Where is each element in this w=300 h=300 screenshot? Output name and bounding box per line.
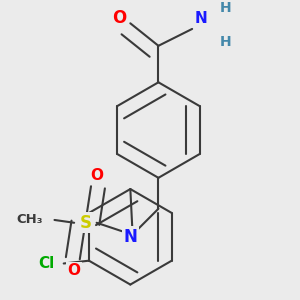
Text: Cl: Cl: [39, 256, 55, 271]
Text: H: H: [220, 34, 232, 49]
Text: O: O: [68, 263, 81, 278]
Text: N: N: [195, 11, 208, 26]
Text: O: O: [112, 9, 126, 27]
Text: N: N: [123, 228, 137, 246]
Text: O: O: [90, 167, 103, 182]
Text: CH₃: CH₃: [17, 214, 43, 226]
Text: H: H: [220, 1, 232, 15]
Text: S: S: [80, 214, 92, 232]
